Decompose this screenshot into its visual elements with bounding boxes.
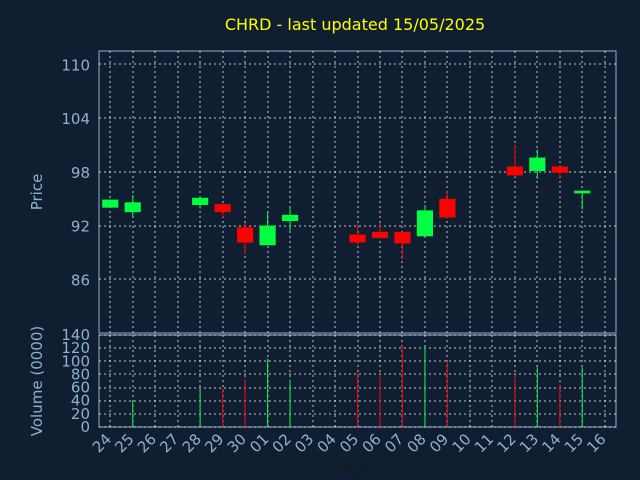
volume-axis-label: Volume (0000)	[28, 326, 46, 436]
candle-body	[102, 199, 119, 208]
candle-body	[192, 197, 209, 205]
volume-tick-label: 20	[71, 405, 90, 423]
candle-body	[529, 157, 546, 171]
candle-body	[506, 166, 523, 176]
candle-body	[124, 202, 141, 213]
candle-body	[214, 204, 231, 213]
candle-body	[281, 214, 299, 222]
price-tick-label: 86	[71, 271, 90, 289]
candle-body	[259, 225, 276, 246]
candle-body	[394, 231, 411, 244]
chart-title: CHRD - last updated 15/05/2025	[225, 15, 485, 34]
price-tick-label: 110	[61, 56, 90, 74]
candle-body	[439, 198, 456, 218]
price-axis-label: Price	[28, 174, 46, 211]
candlesticks	[102, 145, 591, 260]
volume-bars	[132, 344, 583, 427]
price-tick-label: 98	[71, 164, 90, 182]
volume-tick-label: 40	[71, 392, 90, 410]
candle-body	[574, 190, 591, 194]
volume-tick-label: 0	[80, 418, 90, 436]
volume-tick-label: 100	[61, 352, 90, 370]
day-tick-label: 16	[583, 430, 609, 456]
candle-body	[551, 166, 568, 173]
x-axis-label: Day	[333, 458, 363, 476]
volume-tick-label: 80	[71, 365, 90, 383]
candle-body	[416, 210, 434, 237]
price-tick-label: 104	[61, 110, 90, 128]
volume-tick-label: 60	[71, 379, 90, 397]
candle-body	[237, 227, 254, 243]
candle-body	[371, 231, 389, 239]
volume-tick-label: 120	[61, 339, 90, 357]
candle-body	[349, 234, 366, 243]
price-tick-label: 92	[71, 218, 90, 236]
volume-tick-label: 140	[61, 326, 90, 344]
